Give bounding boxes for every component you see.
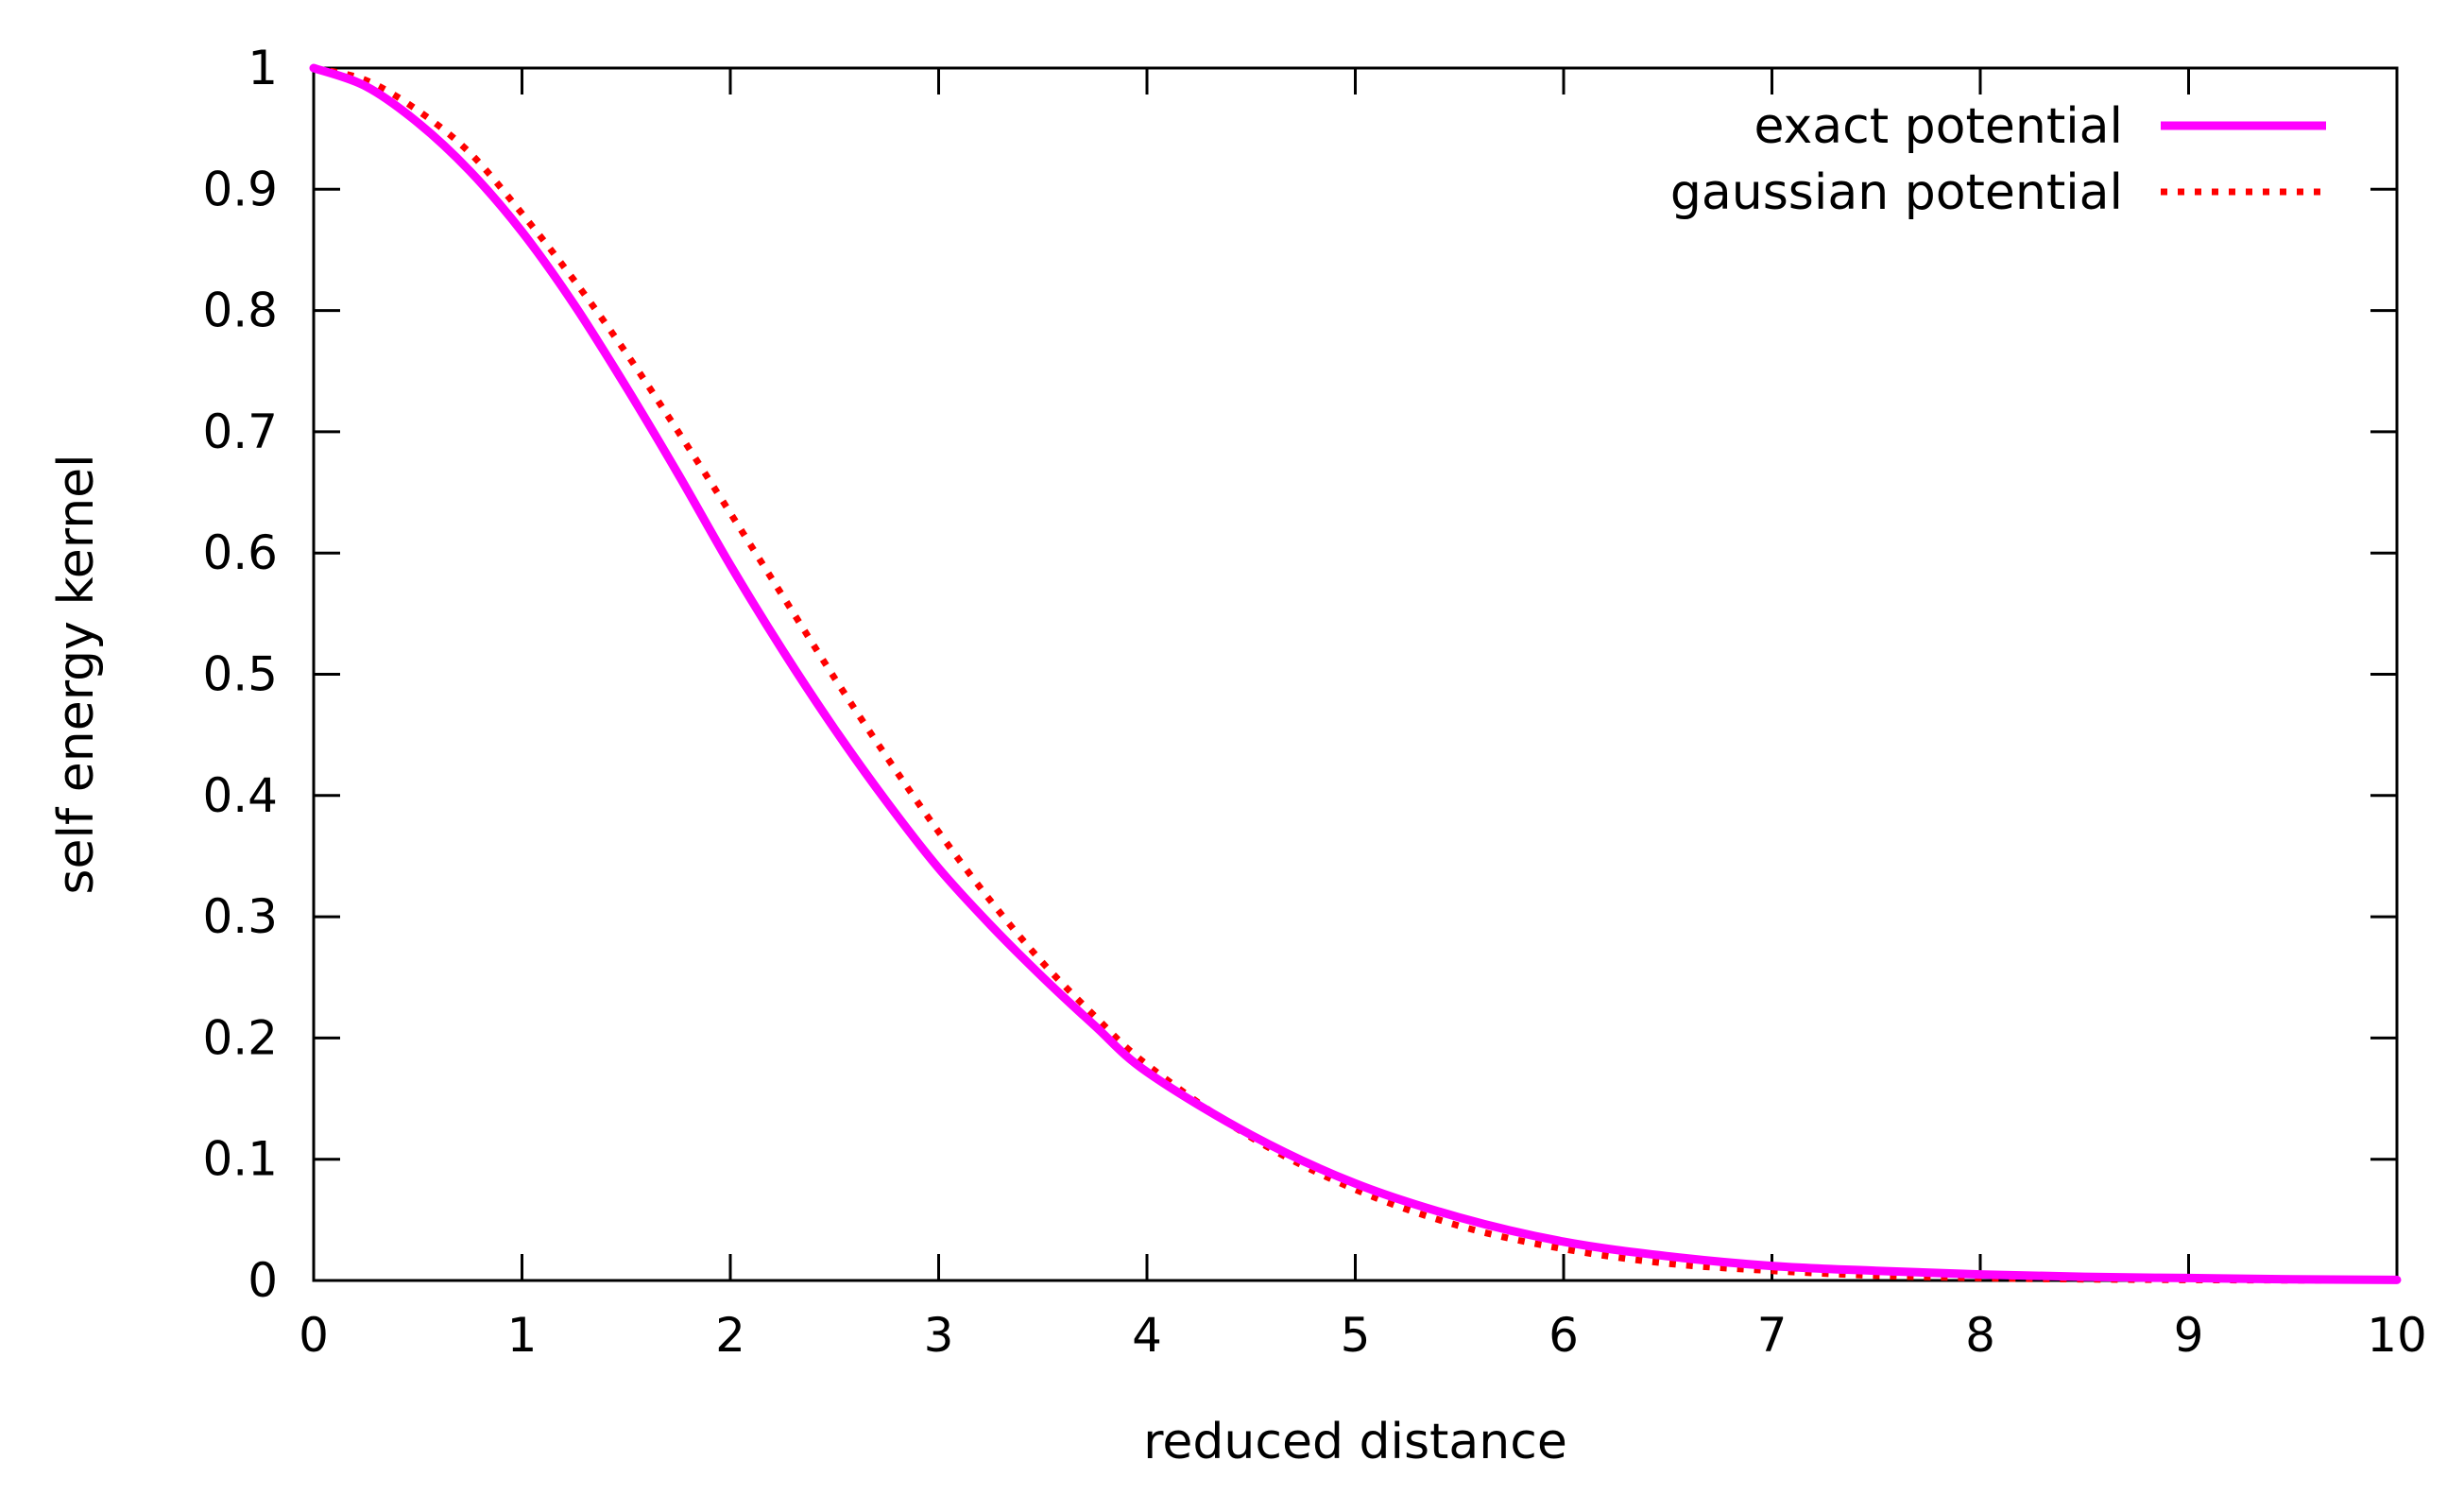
x-tick-label: 2 <box>715 1308 745 1363</box>
x-tick-label: 0 <box>299 1308 329 1363</box>
x-tick-label: 6 <box>1549 1308 1579 1363</box>
y-tick-label: 0.9 <box>202 162 278 216</box>
y-tick-label: 0.4 <box>202 768 278 823</box>
x-tick-label: 7 <box>1757 1308 1788 1363</box>
x-tick-label: 8 <box>1965 1308 1995 1363</box>
y-tick-label: 0 <box>248 1253 278 1308</box>
series-line-gaussian-potential <box>313 64 2398 1284</box>
y-tick-label: 0.1 <box>202 1132 278 1187</box>
y-axis-ticks: 0 0.1 0.2 0.3 0.4 0.5 0.6 0.7 0.8 0.9 1 <box>202 41 2397 1308</box>
y-tick-label: 0.2 <box>202 1010 278 1065</box>
legend-label-gaussian-potential: gaussian potential <box>1670 164 2123 221</box>
plot-frame <box>312 66 2399 1282</box>
legend-label-exact-potential: exact potential <box>1754 98 2123 155</box>
x-axis-label: reduced distance <box>1143 1414 1567 1470</box>
x-tick-label: 9 <box>2174 1308 2204 1363</box>
x-tick-label: 5 <box>1341 1308 1371 1363</box>
x-tick-label: 3 <box>924 1308 954 1363</box>
plot-border <box>312 66 2399 1282</box>
y-tick-label: 1 <box>248 41 278 95</box>
x-tick-label: 10 <box>2367 1308 2427 1363</box>
y-tick-label: 0.7 <box>202 404 278 459</box>
y-tick-label: 0.8 <box>202 284 278 338</box>
y-tick-label: 0.3 <box>202 889 278 944</box>
legend: exact potential gaussian potential <box>1670 98 2326 221</box>
x-tick-label: 1 <box>507 1308 538 1363</box>
y-tick-label: 0.5 <box>202 647 278 702</box>
x-tick-label: 4 <box>1132 1308 1162 1363</box>
series-line-exact-potential <box>309 63 2402 1284</box>
x-axis-ticks: 0 1 2 3 4 5 6 7 8 9 10 <box>299 68 2427 1363</box>
series-layer <box>309 63 2402 1284</box>
y-tick-label: 0.6 <box>202 525 278 580</box>
y-axis-label: self energy kernel <box>48 454 105 894</box>
